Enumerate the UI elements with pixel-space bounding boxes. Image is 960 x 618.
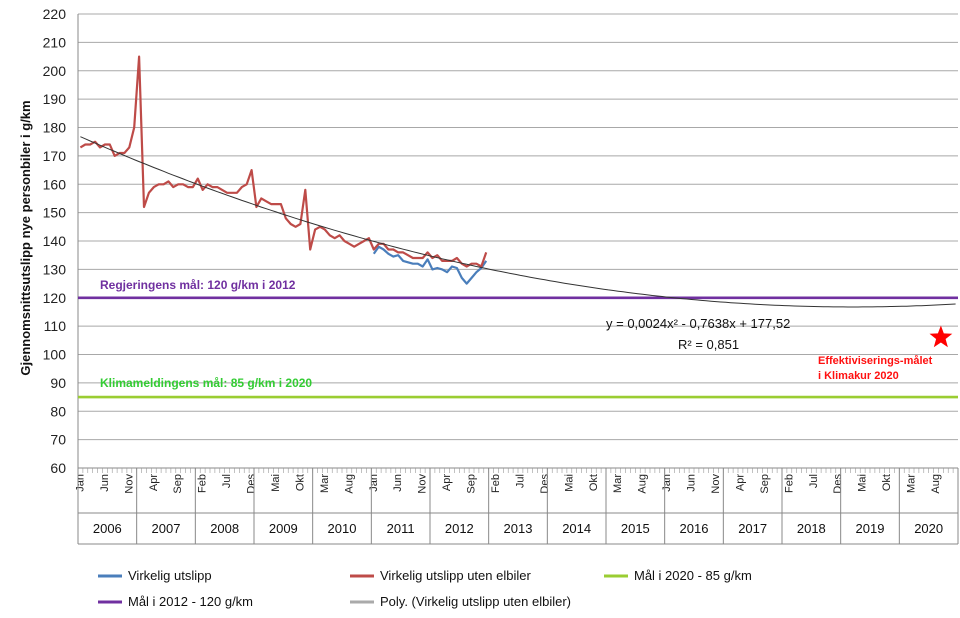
- x-month-label: Jun: [99, 474, 111, 492]
- legend-label: Mål i 2020 - 85 g/km: [634, 568, 752, 583]
- legend-label: Virkelig utslipp: [128, 568, 212, 583]
- x-month-label: Okt: [881, 474, 893, 491]
- y-tick-label: 110: [44, 318, 67, 334]
- x-month-label: Jan: [661, 474, 673, 492]
- x-year-label: 2009: [269, 521, 298, 536]
- x-month-label: Jun: [686, 474, 698, 492]
- x-month-label: Aug: [343, 474, 355, 494]
- x-month-label: Mai: [270, 474, 282, 492]
- star-label-line1: Effektiviserings-målet: [818, 355, 933, 367]
- x-year-label: 2010: [328, 521, 357, 536]
- x-month-label: Feb: [783, 474, 795, 493]
- x-year-label: 2020: [914, 521, 943, 536]
- chart-legend: Virkelig utslipp Virkelig utslipp uten el…: [98, 568, 752, 609]
- x-month-label: Des: [539, 474, 551, 494]
- x-year-label: 2008: [210, 521, 239, 536]
- x-month-label: Apr: [148, 474, 160, 491]
- x-year-label: 2011: [387, 521, 415, 536]
- x-month-label: Jul: [221, 474, 233, 488]
- trend-equation: y = 0,0024x² - 0,7638x + 177,52: [606, 316, 790, 331]
- x-month-label: Feb: [197, 474, 209, 493]
- y-tick-label: 200: [43, 63, 67, 79]
- x-month-label: Jul: [808, 474, 820, 488]
- chart-gridlines: [78, 13, 958, 469]
- y-tick-label: 190: [43, 91, 67, 107]
- chart-series: [78, 55, 958, 399]
- x-year-label: 2019: [856, 521, 885, 536]
- goal-2012-annotation: Regjeringens mål: 120 g/km i 2012: [100, 278, 296, 292]
- y-tick-label: 80: [50, 403, 66, 419]
- klimakur-target-star-icon: [929, 325, 953, 348]
- x-month-label: Des: [832, 474, 844, 494]
- x-year-label: 2017: [738, 521, 767, 536]
- legend-label: Mål i 2012 - 120 g/km: [128, 594, 253, 609]
- x-month-label: Sep: [759, 474, 771, 494]
- x-month-label: Mai: [857, 474, 869, 492]
- legend-label: Virkelig utslipp uten elbiler: [380, 568, 531, 583]
- y-tick-label: 150: [43, 205, 67, 221]
- r-squared: R² = 0,851: [678, 337, 739, 352]
- x-month-label: Jun: [392, 474, 404, 492]
- x-year-label: 2016: [680, 521, 709, 536]
- y-tick-label: 140: [43, 233, 67, 249]
- x-year-label: 2006: [93, 521, 122, 536]
- x-year-label: 2013: [504, 521, 533, 536]
- x-month-label: Okt: [294, 474, 306, 491]
- x-month-label: Nov: [710, 474, 722, 494]
- x-month-label: Sep: [466, 474, 478, 494]
- x-year-label: 2012: [445, 521, 474, 536]
- legend-label: Poly. (Virkelig utslipp uten elbiler): [380, 594, 571, 609]
- star-label-line2: i Klimakur 2020: [818, 370, 899, 382]
- x-month-label: Nov: [123, 474, 135, 494]
- y-tick-label: 60: [50, 460, 66, 476]
- x-year-label: 2014: [562, 521, 591, 536]
- series-line-0: [372, 245, 488, 285]
- goal-2020-annotation: Klimameldingens mål: 85 g/km i 2020: [100, 376, 312, 390]
- y-tick-label: 180: [43, 120, 67, 136]
- x-year-label: 2007: [152, 521, 181, 536]
- x-month-label: Mai: [563, 474, 575, 492]
- y-tick-label: 90: [50, 375, 66, 391]
- x-month-label: Aug: [637, 474, 649, 494]
- x-year-label: 2018: [797, 521, 826, 536]
- x-month-label: Jul: [514, 474, 526, 488]
- x-month-label: Okt: [588, 474, 600, 491]
- x-month-label: Des: [246, 474, 258, 494]
- series-line-4: [80, 136, 956, 308]
- x-month-label: Jan: [368, 474, 380, 492]
- y-tick-label: 210: [43, 34, 67, 50]
- x-month-label: Mar: [319, 474, 331, 493]
- y-tick-label: 100: [43, 347, 67, 363]
- y-tick-label: 220: [43, 6, 67, 22]
- x-month-label: Mar: [612, 474, 624, 493]
- y-tick-label: 160: [43, 176, 67, 192]
- y-tick-label: 170: [43, 148, 67, 164]
- x-month-label: Jan: [74, 474, 86, 492]
- y-axis-label: Gjennomsnittsutslipp nye personbiler i g…: [18, 100, 33, 375]
- chart-annotations: Regjeringens mål: 120 g/km i 2012 Klimam…: [100, 278, 953, 390]
- x-month-label: Nov: [417, 474, 429, 494]
- x-month-label: Aug: [930, 474, 942, 494]
- x-month-label: Apr: [734, 474, 746, 491]
- y-tick-label: 120: [43, 290, 67, 306]
- x-axis: Jan Jun Nov Apr Sep Feb Jul Des Mai Okt Mar Aug Jan J…: [74, 467, 959, 545]
- x-year-label: 2015: [621, 521, 650, 536]
- x-month-label: Sep: [172, 474, 184, 494]
- x-month-label: Apr: [441, 474, 453, 491]
- y-tick-label: 130: [43, 261, 67, 277]
- x-month-label: Mar: [906, 474, 918, 493]
- y-axis: 60 70 80 90 100 110 120 130 140 150 160 170 180 190 20…: [43, 6, 79, 476]
- y-tick-label: 70: [50, 432, 66, 448]
- x-month-label: Feb: [490, 474, 502, 493]
- series-line-1: [79, 55, 488, 268]
